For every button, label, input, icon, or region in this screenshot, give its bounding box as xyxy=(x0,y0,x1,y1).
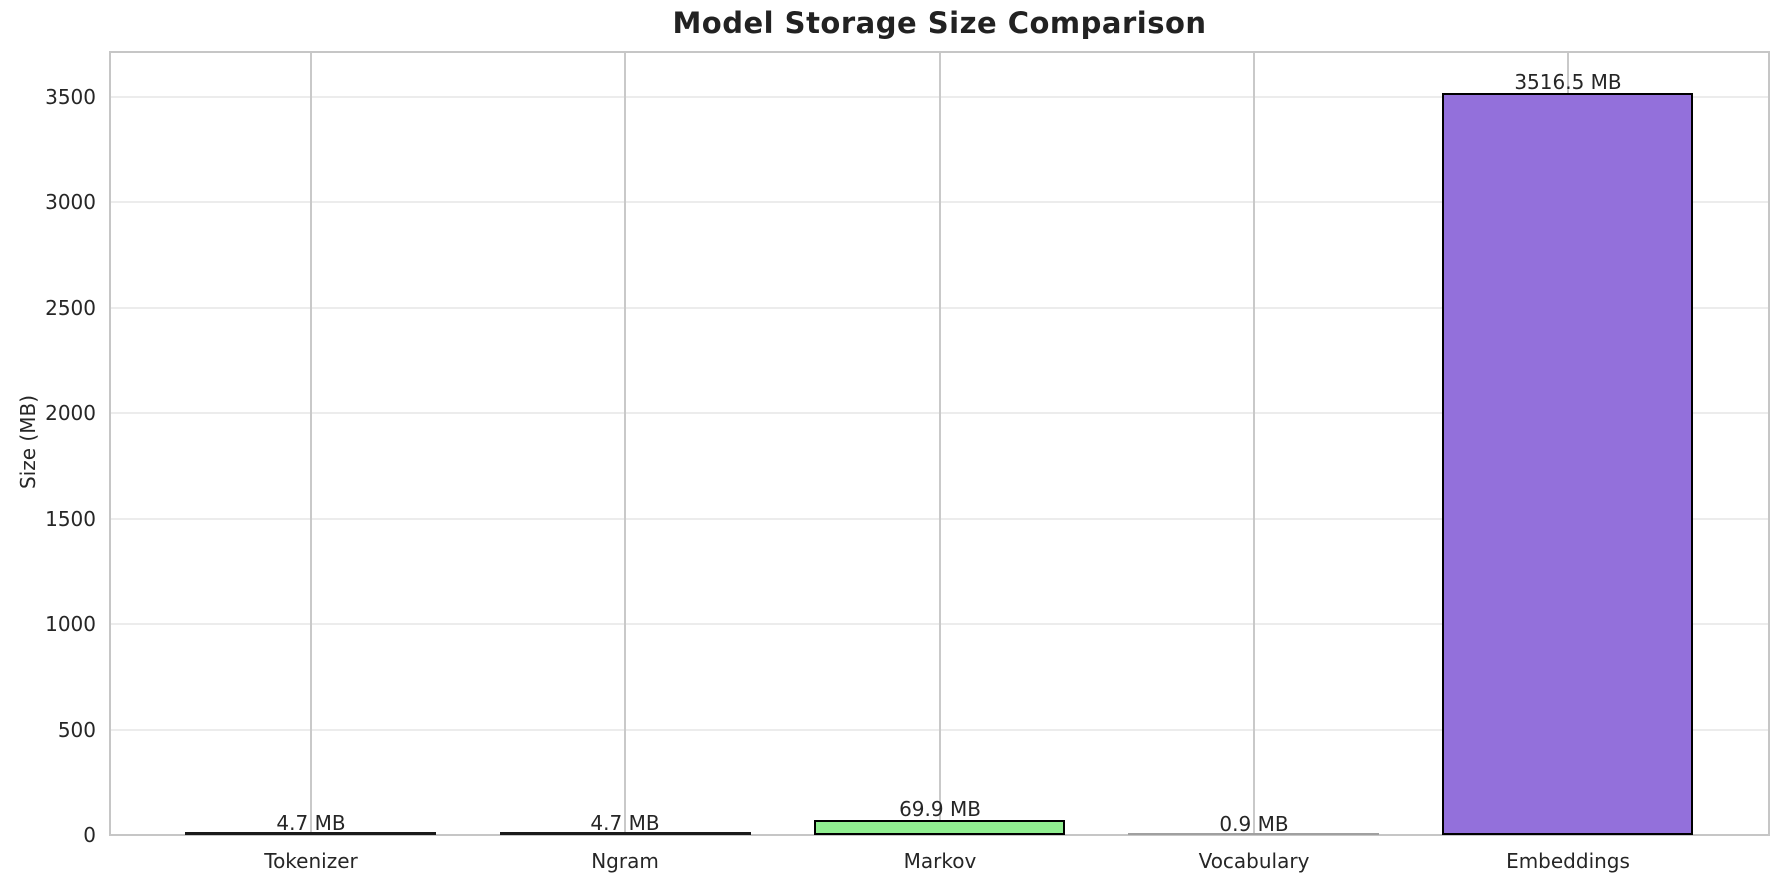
x-category-label-embeddings: Embeddings xyxy=(1506,849,1630,873)
x-category-label-markov: Markov xyxy=(903,849,977,873)
bar-markov xyxy=(814,820,1065,835)
bar-ngram xyxy=(500,832,751,835)
y-tick-label: 1000 xyxy=(45,612,96,636)
y-tick-label: 2500 xyxy=(45,295,96,320)
y-tick-label: 1500 xyxy=(45,506,96,531)
bar-value-label-embeddings: 3516.5 MB xyxy=(1514,70,1622,94)
bar-embeddings xyxy=(1442,93,1693,835)
x-category-label-vocabulary: Vocabulary xyxy=(1198,849,1310,873)
x-gridline xyxy=(1252,52,1255,835)
bar-vocabulary xyxy=(1128,833,1379,835)
y-tick-label: 3000 xyxy=(45,190,96,215)
x-gridline xyxy=(624,52,627,835)
x-category-label-tokenizer: Tokenizer xyxy=(264,849,358,873)
bar-value-label-markov: 69.9 MB xyxy=(899,797,981,821)
bar-tokenizer xyxy=(185,832,436,835)
bar-value-label-ngram: 4.7 MB xyxy=(590,811,660,835)
y-tick-label: 500 xyxy=(57,717,96,742)
x-gridline xyxy=(310,52,313,835)
plot-spines xyxy=(109,51,1770,836)
x-gridline xyxy=(938,52,941,835)
y-tick-label: 0 xyxy=(83,823,96,847)
bar-value-label-vocabulary: 0.9 MB xyxy=(1219,812,1289,836)
y-tick-label: 3500 xyxy=(45,84,96,109)
y-tick-label: 2000 xyxy=(45,401,96,425)
x-category-label-ngram: Ngram xyxy=(591,849,659,873)
chart-title: Model Storage Size Comparison xyxy=(672,6,1207,40)
bar-value-label-tokenizer: 4.7 MB xyxy=(276,811,346,835)
